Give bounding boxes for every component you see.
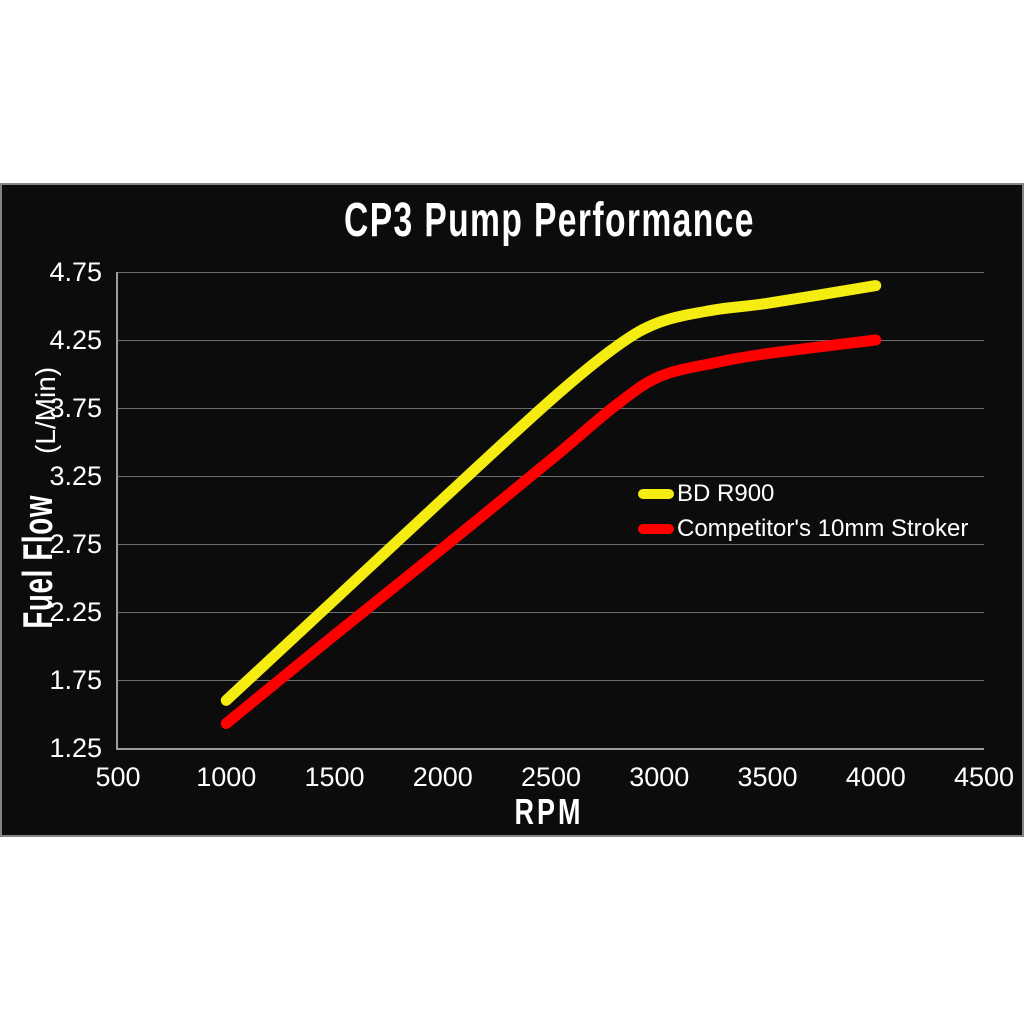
y-tick-label: 3.75 [49, 393, 102, 423]
y-tick-label: 4.25 [49, 325, 102, 355]
plot-area: BD R900 Competitor's 10mm Stroker [116, 271, 984, 750]
x-axis-title: RPM [116, 791, 982, 833]
x-axis-tick-labels: 500 1000 1500 2000 2500 3000 3500 4000 4500 [95, 762, 1014, 796]
chart-title: CP3 Pump Performance [116, 194, 982, 248]
series-line [220, 334, 882, 730]
gridline [118, 475, 984, 477]
y-tick-label: 1.75 [49, 665, 102, 695]
gridline [118, 679, 984, 681]
gridline [118, 543, 984, 545]
gridline [118, 611, 984, 613]
x-tick-label: 3000 [629, 762, 690, 792]
gridline [118, 271, 984, 273]
legend-label: BD R900 [677, 479, 775, 507]
legend-swatch [638, 488, 674, 499]
gridline [118, 339, 984, 341]
legend-swatch [638, 523, 674, 534]
y-tick-label: 2.25 [49, 597, 102, 627]
y-tick-label: 2.75 [49, 529, 102, 559]
x-tick-label: 500 [95, 762, 141, 792]
y-tick-label: 3.25 [49, 461, 102, 491]
gridline [118, 407, 984, 409]
x-axis-title-text: RPM [514, 791, 584, 832]
x-tick-label: 4000 [845, 762, 906, 792]
y-tick-label: 4.75 [49, 257, 102, 287]
y-axis-tick-labels: 1.25 1.75 2.25 2.75 3.25 3.75 4.25 4.75 [2, 257, 102, 763]
legend: BD R900 Competitor's 10mm Stroker [638, 476, 968, 546]
x-tick-label: 2000 [412, 762, 473, 792]
x-tick-label: 3500 [737, 762, 798, 792]
series-lines [220, 280, 882, 730]
x-tick-label: 4500 [953, 762, 1015, 792]
series-line [220, 280, 882, 706]
legend-item: BD R900 [638, 476, 968, 511]
legend-label: Competitor's 10mm Stroker [677, 514, 969, 542]
x-tick-label: 1500 [304, 762, 365, 792]
x-tick-label: 1000 [196, 762, 257, 792]
legend-item: Competitor's 10mm Stroker [638, 511, 968, 546]
x-tick-label: 2500 [520, 762, 582, 792]
y-tick-label: 1.25 [49, 733, 102, 763]
chart-panel: CP3 Pump Performance Fuel Flow (L/Min) 1… [0, 183, 1024, 837]
chart-title-text: CP3 Pump Performance [343, 194, 755, 247]
